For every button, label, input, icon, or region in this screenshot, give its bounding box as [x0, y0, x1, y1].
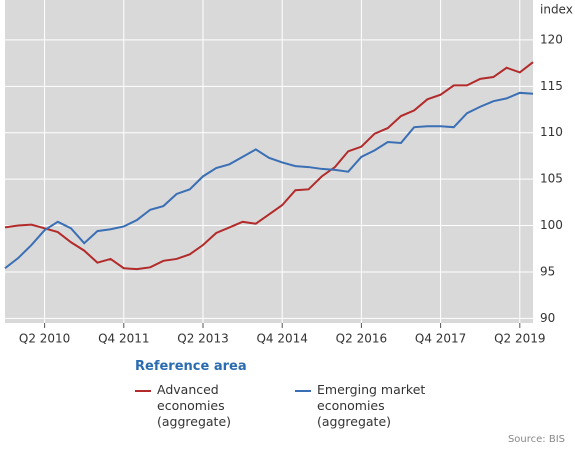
x-tick-label: Q4 2017: [415, 332, 466, 346]
y-tick-label: 110: [540, 125, 563, 139]
y-tick-label: 115: [540, 79, 563, 93]
legend-swatch: [135, 390, 151, 392]
y-tick-label: 105: [540, 172, 563, 186]
x-tick-label: Q4 2014: [256, 332, 307, 346]
legend-label: Advanced economies (aggregate): [157, 382, 232, 429]
x-tick-label: Q2 2019: [494, 332, 545, 346]
legend-swatch: [295, 390, 311, 392]
y-tick-label: 90: [540, 311, 555, 325]
x-tick-label: Q4 2011: [98, 332, 149, 346]
series-line: [4, 61, 534, 271]
legend-label: Emerging market economies (aggregate): [317, 382, 426, 429]
legend-title: Reference area: [135, 359, 247, 374]
y-tick-label: 120: [540, 32, 563, 46]
x-tick-label: Q2 2013: [177, 332, 228, 346]
plot-background: [5, 0, 533, 323]
y-tick-label: 95: [540, 264, 555, 278]
series-line: [4, 91, 534, 270]
x-tick-label: Q2 2010: [19, 332, 70, 346]
unit-label: index: [540, 3, 573, 17]
x-tick-label: Q2 2016: [336, 332, 387, 346]
y-tick-label: 100: [540, 218, 563, 232]
source: Source: BIS: [507, 434, 565, 445]
